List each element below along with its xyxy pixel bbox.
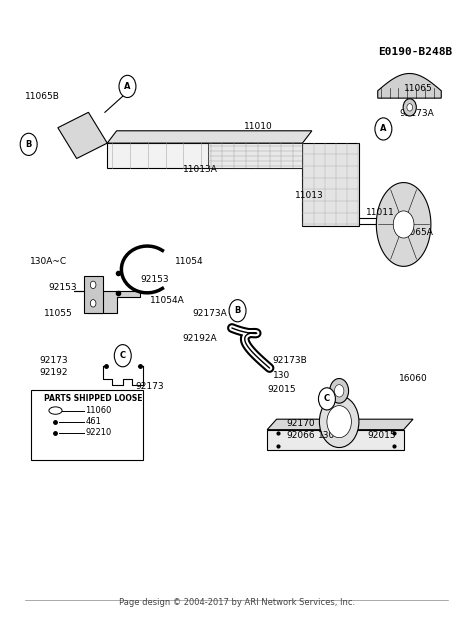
Text: 11054: 11054 [175, 257, 204, 266]
Polygon shape [74, 291, 140, 313]
Polygon shape [107, 131, 312, 143]
Text: 11013A: 11013A [182, 165, 218, 173]
Text: 11065: 11065 [404, 84, 432, 93]
Text: 92192: 92192 [39, 368, 67, 377]
Circle shape [335, 384, 344, 397]
Text: 16060: 16060 [399, 374, 428, 383]
Polygon shape [376, 183, 431, 266]
Circle shape [407, 103, 412, 111]
Polygon shape [84, 275, 102, 313]
Text: 11013: 11013 [295, 191, 324, 200]
Text: 11010: 11010 [244, 122, 273, 131]
Text: 11065B: 11065B [25, 92, 60, 102]
Circle shape [114, 345, 131, 367]
Circle shape [20, 133, 37, 155]
Text: 92173A: 92173A [399, 109, 434, 118]
Polygon shape [302, 143, 359, 227]
Circle shape [119, 76, 136, 98]
Text: 92015: 92015 [267, 385, 296, 394]
Text: 92173A: 92173A [192, 310, 227, 318]
Text: 92173B: 92173B [272, 355, 307, 365]
Text: 92173: 92173 [136, 382, 164, 391]
Text: 92173: 92173 [39, 355, 68, 365]
Text: C: C [324, 394, 330, 404]
Text: 130A~C: 130A~C [29, 257, 67, 266]
Text: 92192A: 92192A [182, 334, 217, 343]
Text: 11054A: 11054A [150, 296, 184, 305]
Text: 92210: 92210 [85, 428, 111, 437]
Text: 130: 130 [273, 371, 291, 380]
Text: 92153: 92153 [48, 284, 77, 292]
Text: 130: 130 [318, 431, 335, 440]
Text: A: A [380, 124, 387, 134]
Text: 92015: 92015 [367, 431, 396, 440]
FancyBboxPatch shape [31, 389, 144, 460]
Polygon shape [267, 430, 404, 450]
Text: Page design © 2004-2017 by ARI Network Services, Inc.: Page design © 2004-2017 by ARI Network S… [118, 597, 355, 607]
Polygon shape [209, 143, 302, 168]
Circle shape [319, 387, 336, 410]
Text: 92153: 92153 [140, 275, 169, 284]
Polygon shape [58, 112, 107, 158]
Circle shape [403, 99, 416, 116]
Text: E0190-B248B: E0190-B248B [378, 47, 452, 57]
Circle shape [91, 281, 96, 288]
Text: A: A [124, 82, 131, 91]
Circle shape [375, 118, 392, 140]
Circle shape [393, 211, 414, 238]
Text: C: C [120, 351, 126, 360]
Polygon shape [107, 143, 302, 168]
Circle shape [327, 405, 351, 438]
Polygon shape [267, 419, 413, 430]
Circle shape [319, 396, 359, 448]
Text: 92066: 92066 [286, 431, 315, 440]
Text: PARTS SHIPPED LOOSE: PARTS SHIPPED LOOSE [44, 394, 142, 404]
Circle shape [229, 300, 246, 322]
Text: 11055: 11055 [44, 310, 73, 318]
Ellipse shape [49, 407, 62, 414]
Text: B: B [234, 306, 241, 315]
Text: 92170: 92170 [286, 419, 315, 428]
Circle shape [91, 300, 96, 307]
Text: 461: 461 [85, 417, 101, 426]
Text: 11060: 11060 [85, 406, 111, 415]
Polygon shape [378, 74, 441, 98]
Circle shape [330, 378, 348, 403]
Text: 11065A: 11065A [399, 228, 434, 237]
Text: B: B [26, 140, 32, 149]
Text: 11011: 11011 [366, 207, 395, 217]
